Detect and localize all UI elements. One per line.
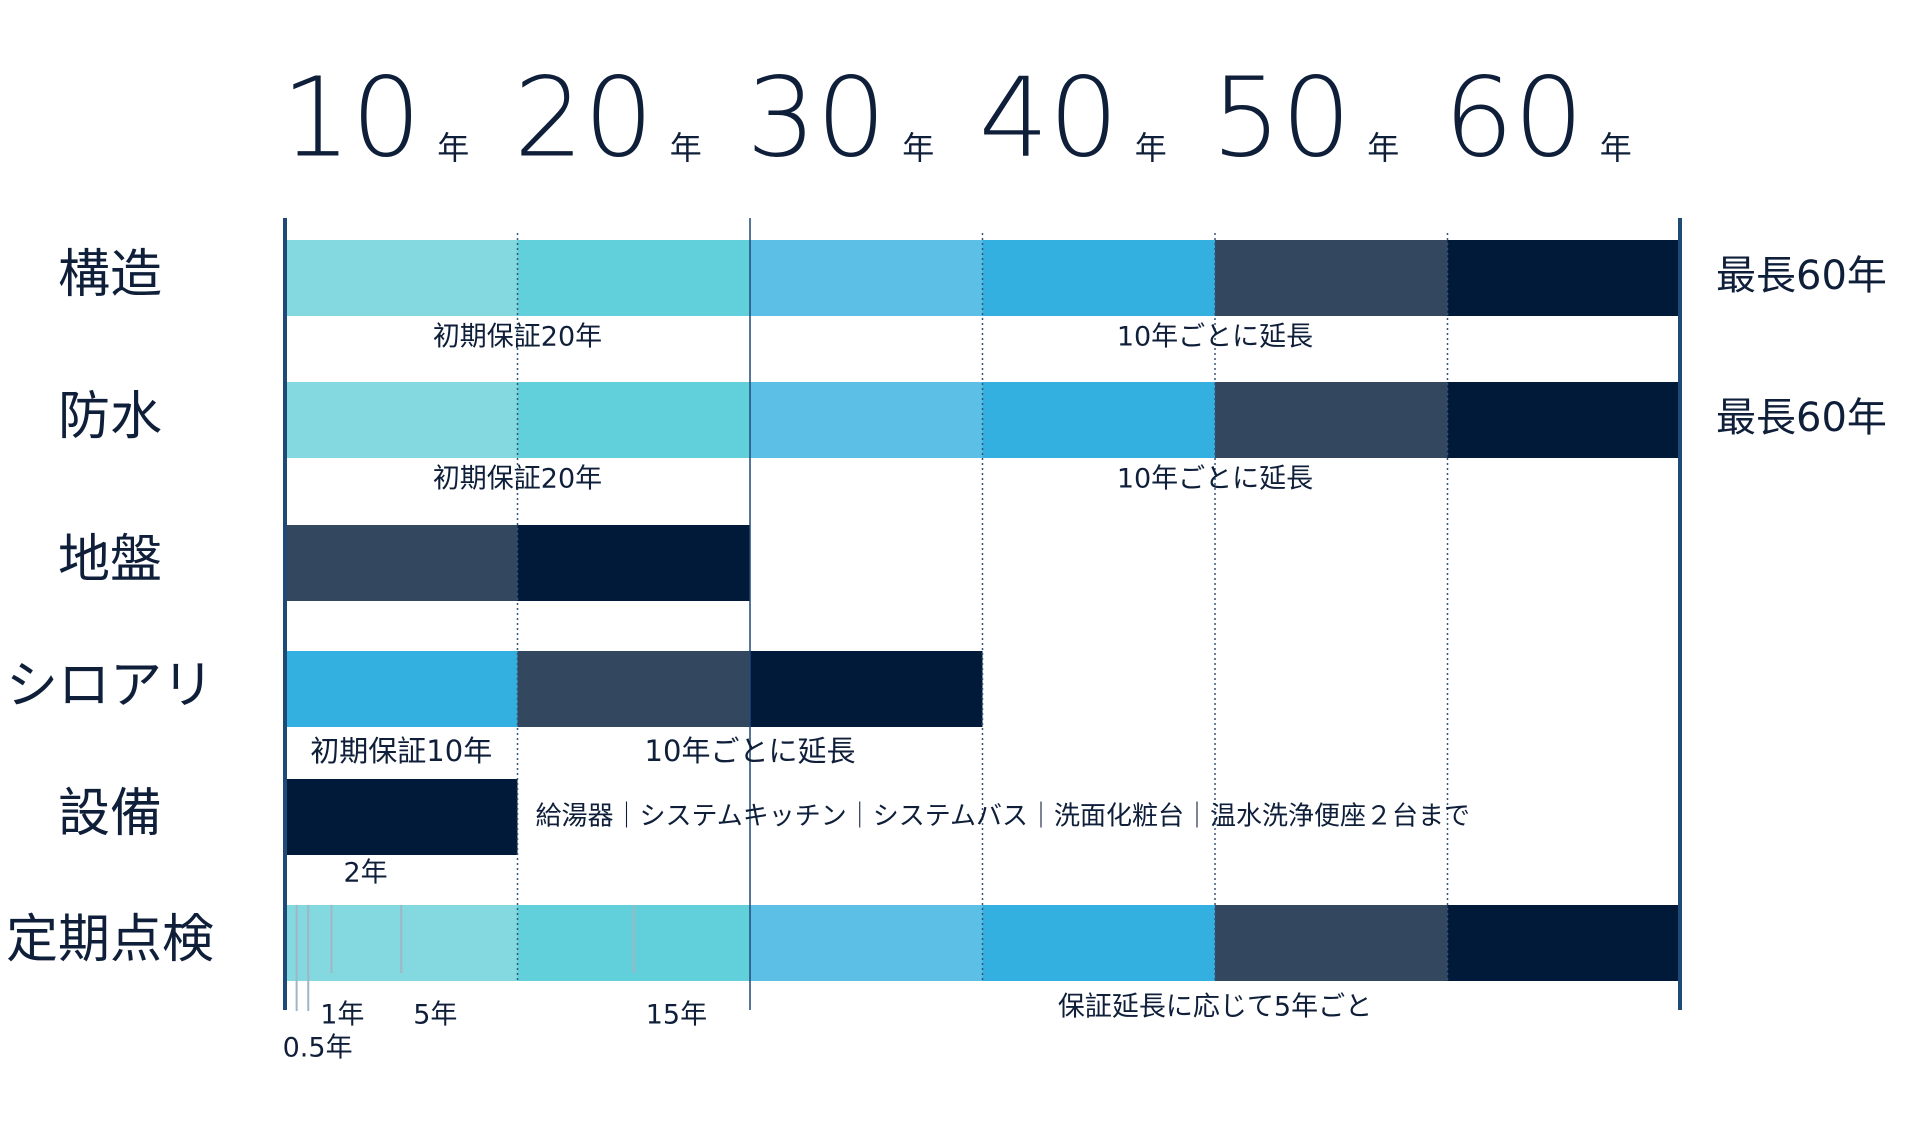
max-label: 最長60年 — [1716, 395, 1887, 441]
x-tick-unit: 年 — [902, 129, 934, 167]
row-label: 地盤 — [58, 530, 162, 590]
max-label: 最長60年 — [1716, 253, 1887, 299]
bar-segment — [982, 905, 1215, 981]
x-tick-unit: 年 — [437, 129, 469, 167]
x-tick-unit: 年 — [1135, 129, 1167, 167]
x-tick-label: 30 — [746, 53, 886, 181]
note: 初期保証20年 — [433, 464, 602, 495]
bar-segment — [285, 651, 518, 727]
note: 初期保証10年 — [310, 734, 492, 768]
bar-segment — [1215, 905, 1448, 981]
bar-segment — [982, 240, 1215, 316]
bar-segment — [750, 905, 983, 981]
row-label: 定期点検 — [6, 910, 214, 970]
inspection-label: 15年 — [646, 1000, 707, 1031]
row-label: シロアリ — [6, 656, 214, 716]
bar-segment — [517, 525, 750, 601]
bar-segment — [750, 240, 983, 316]
bar-segment — [285, 240, 518, 316]
note: 10年ごとに延長 — [1117, 464, 1313, 495]
x-tick-unit: 年 — [670, 129, 702, 167]
row-label: 防水 — [58, 387, 162, 447]
bar-segment — [1215, 240, 1448, 316]
x-tick-label: 10 — [281, 53, 421, 181]
note: 保証延長に応じて5年ごと — [1058, 992, 1372, 1023]
bar-segment — [750, 382, 983, 458]
inspection-label: 0.5年 — [283, 1033, 353, 1064]
bar-segment — [1447, 382, 1680, 458]
inspection-label: 5年 — [413, 1000, 457, 1031]
inspection-label: 1年 — [320, 1000, 364, 1031]
bar-segment — [517, 382, 750, 458]
bar-segment — [1447, 240, 1680, 316]
row-label: 構造 — [58, 245, 162, 305]
note: 給湯器｜システムキッチン｜システムバス｜洗面化粧台｜温水洗浄便座２台まで — [536, 802, 1470, 832]
note: 初期保証20年 — [433, 322, 602, 353]
x-tick-unit: 年 — [1600, 129, 1632, 167]
bar-segment — [982, 382, 1215, 458]
note: 10年ごとに延長 — [1117, 322, 1313, 353]
bar-segment — [285, 382, 518, 458]
bar-segment — [1215, 382, 1448, 458]
bar-segment — [285, 779, 518, 855]
inspection-label: 2年 — [344, 858, 388, 889]
x-tick-label: 20 — [514, 53, 654, 181]
note: 10年ごとに延長 — [645, 734, 856, 768]
x-tick-unit: 年 — [1367, 129, 1399, 167]
bar-segment — [517, 240, 750, 316]
row-label: 設備 — [58, 784, 162, 844]
bar-segment — [285, 525, 518, 601]
bar-segment — [1447, 905, 1680, 981]
bar-segment — [750, 651, 983, 727]
x-tick-label: 60 — [1444, 53, 1584, 181]
x-tick-label: 40 — [979, 53, 1119, 181]
x-tick-label: 50 — [1211, 53, 1351, 181]
bar-segment — [517, 651, 750, 727]
